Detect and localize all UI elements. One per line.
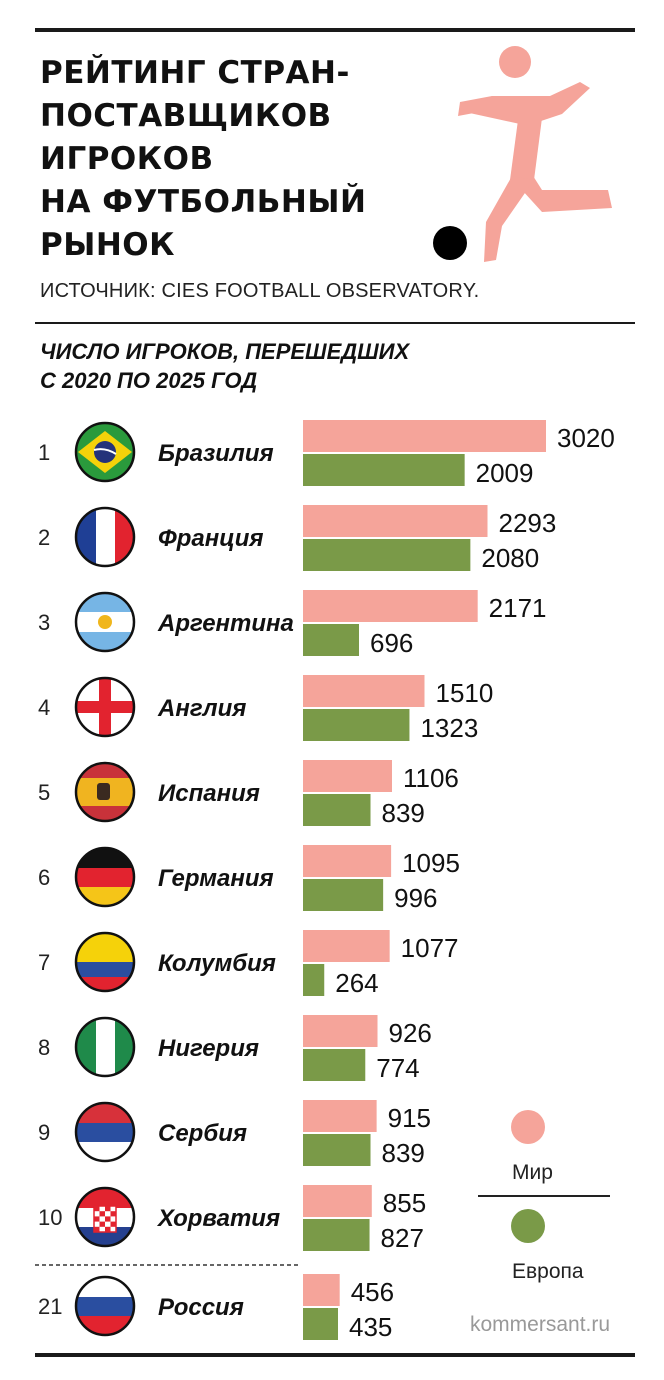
title-line: РЫНОК — [40, 227, 175, 263]
value-label-europe: 839 — [382, 1138, 425, 1168]
value-label-world: 915 — [388, 1103, 431, 1133]
bar-world — [303, 505, 488, 537]
bar-europe — [303, 1308, 339, 1340]
rank-label: 9 — [38, 1120, 50, 1145]
title-line: НА ФУТБОЛЬНЫЙ — [40, 184, 367, 220]
rank-label: 10 — [38, 1205, 62, 1230]
legend-swatch-europe — [511, 1209, 545, 1243]
country-label: Испания — [158, 780, 260, 807]
bar-world — [303, 930, 390, 962]
bar-europe — [303, 539, 471, 571]
value-label-world: 926 — [389, 1018, 432, 1048]
title-line: ИГРОКОВ — [40, 141, 214, 177]
page-title: РЕЙТИНГ СТРАН- ПОСТАВЩИКОВ ИГРОКОВ НА ФУ… — [40, 52, 420, 267]
england-flag-icon — [74, 676, 136, 738]
chart-subtitle: ЧИСЛО ИГРОКОВ, ПЕРЕШЕДШИХ С 2020 ПО 2025… — [40, 337, 409, 395]
top-rule — [35, 28, 635, 32]
germany-flag-icon — [74, 846, 136, 908]
rank-label: 6 — [38, 865, 50, 890]
rank-label: 7 — [38, 950, 50, 975]
bar-world — [303, 760, 392, 792]
country-label: Англия — [157, 695, 246, 722]
legend-swatch-world — [511, 1110, 545, 1144]
value-label-europe: 2080 — [481, 543, 539, 573]
value-label-world: 855 — [383, 1188, 426, 1218]
value-label-europe: 2009 — [476, 458, 534, 488]
bar-world — [303, 1015, 378, 1047]
rank-label: 2 — [38, 525, 50, 550]
rank-label: 3 — [38, 610, 50, 635]
value-label-world: 1077 — [401, 933, 459, 963]
country-label: Россия — [158, 1294, 244, 1321]
bar-europe — [303, 1219, 370, 1251]
rank-label: 1 — [38, 440, 50, 465]
bar-europe — [303, 1049, 366, 1081]
country-label: Сербия — [158, 1120, 247, 1147]
country-label: Франция — [158, 525, 264, 552]
bar-europe — [303, 879, 384, 911]
bar-europe — [303, 454, 465, 486]
bar-europe — [303, 624, 360, 656]
subtitle-line: ЧИСЛО ИГРОКОВ, ПЕРЕШЕДШИХ — [40, 339, 410, 364]
value-label-europe: 996 — [394, 883, 437, 913]
russia-flag-icon — [74, 1275, 136, 1337]
country-label: Хорватия — [156, 1205, 280, 1232]
brazil-flag-icon — [74, 421, 136, 483]
value-label-europe: 264 — [335, 968, 378, 998]
rank-label: 8 — [38, 1035, 50, 1060]
croatia-flag-icon — [74, 1186, 136, 1248]
colombia-flag-icon — [74, 931, 136, 993]
bar-world — [303, 1100, 377, 1132]
bottom-rule — [35, 1353, 635, 1357]
legend-label-europe: Европа — [512, 1260, 584, 1283]
value-label-world: 2293 — [499, 508, 557, 538]
rank-label: 4 — [38, 695, 50, 720]
legend-label-world: Мир — [512, 1161, 553, 1184]
title-line: РЕЙТИНГ СТРАН- — [40, 55, 350, 91]
serbia-flag-icon — [74, 1101, 136, 1163]
france-flag-icon — [74, 506, 136, 568]
rank-label: 5 — [38, 780, 50, 805]
value-label-world: 1095 — [402, 848, 460, 878]
value-label-world: 456 — [351, 1277, 394, 1307]
country-label: Нигерия — [158, 1035, 259, 1062]
value-label-europe: 774 — [376, 1053, 419, 1083]
value-label-world: 1510 — [436, 678, 494, 708]
title-line: ПОСТАВЩИКОВ — [40, 98, 332, 134]
bar-world — [303, 590, 478, 622]
bar-world — [303, 1274, 340, 1306]
value-label-europe: 696 — [370, 628, 413, 658]
bar-europe — [303, 964, 325, 996]
nigeria-flag-icon — [74, 1016, 136, 1078]
football-player-icon — [433, 46, 612, 262]
credit-label: kommersant.ru — [470, 1313, 611, 1336]
spain-flag-icon — [74, 761, 136, 823]
value-label-world: 1106 — [403, 763, 459, 793]
value-label-europe: 839 — [382, 798, 425, 828]
country-label: Бразилия — [158, 440, 274, 467]
section-rule — [35, 322, 635, 324]
bar-world — [303, 1185, 372, 1217]
country-label: Аргентина — [157, 610, 294, 637]
value-label-europe: 1323 — [420, 713, 478, 743]
rank-label: 21 — [38, 1294, 62, 1319]
value-label-world: 2171 — [489, 593, 547, 623]
bar-europe — [303, 1134, 371, 1166]
subtitle-line: С 2020 ПО 2025 ГОД — [40, 368, 258, 393]
bar-world — [303, 845, 392, 877]
bar-europe — [303, 794, 371, 826]
value-label-europe: 827 — [381, 1223, 424, 1253]
country-label: Германия — [158, 865, 274, 892]
value-label-europe: 435 — [349, 1312, 392, 1342]
bar-world — [303, 420, 546, 452]
value-label-world: 3020 — [557, 423, 615, 453]
bar-europe — [303, 709, 410, 741]
bar-world — [303, 675, 425, 707]
country-label: Колумбия — [158, 950, 276, 977]
argentina-flag-icon — [74, 591, 136, 653]
source-note: ИСТОЧНИК: CIES FOOTBALL OBSERVATORY. — [40, 280, 480, 302]
